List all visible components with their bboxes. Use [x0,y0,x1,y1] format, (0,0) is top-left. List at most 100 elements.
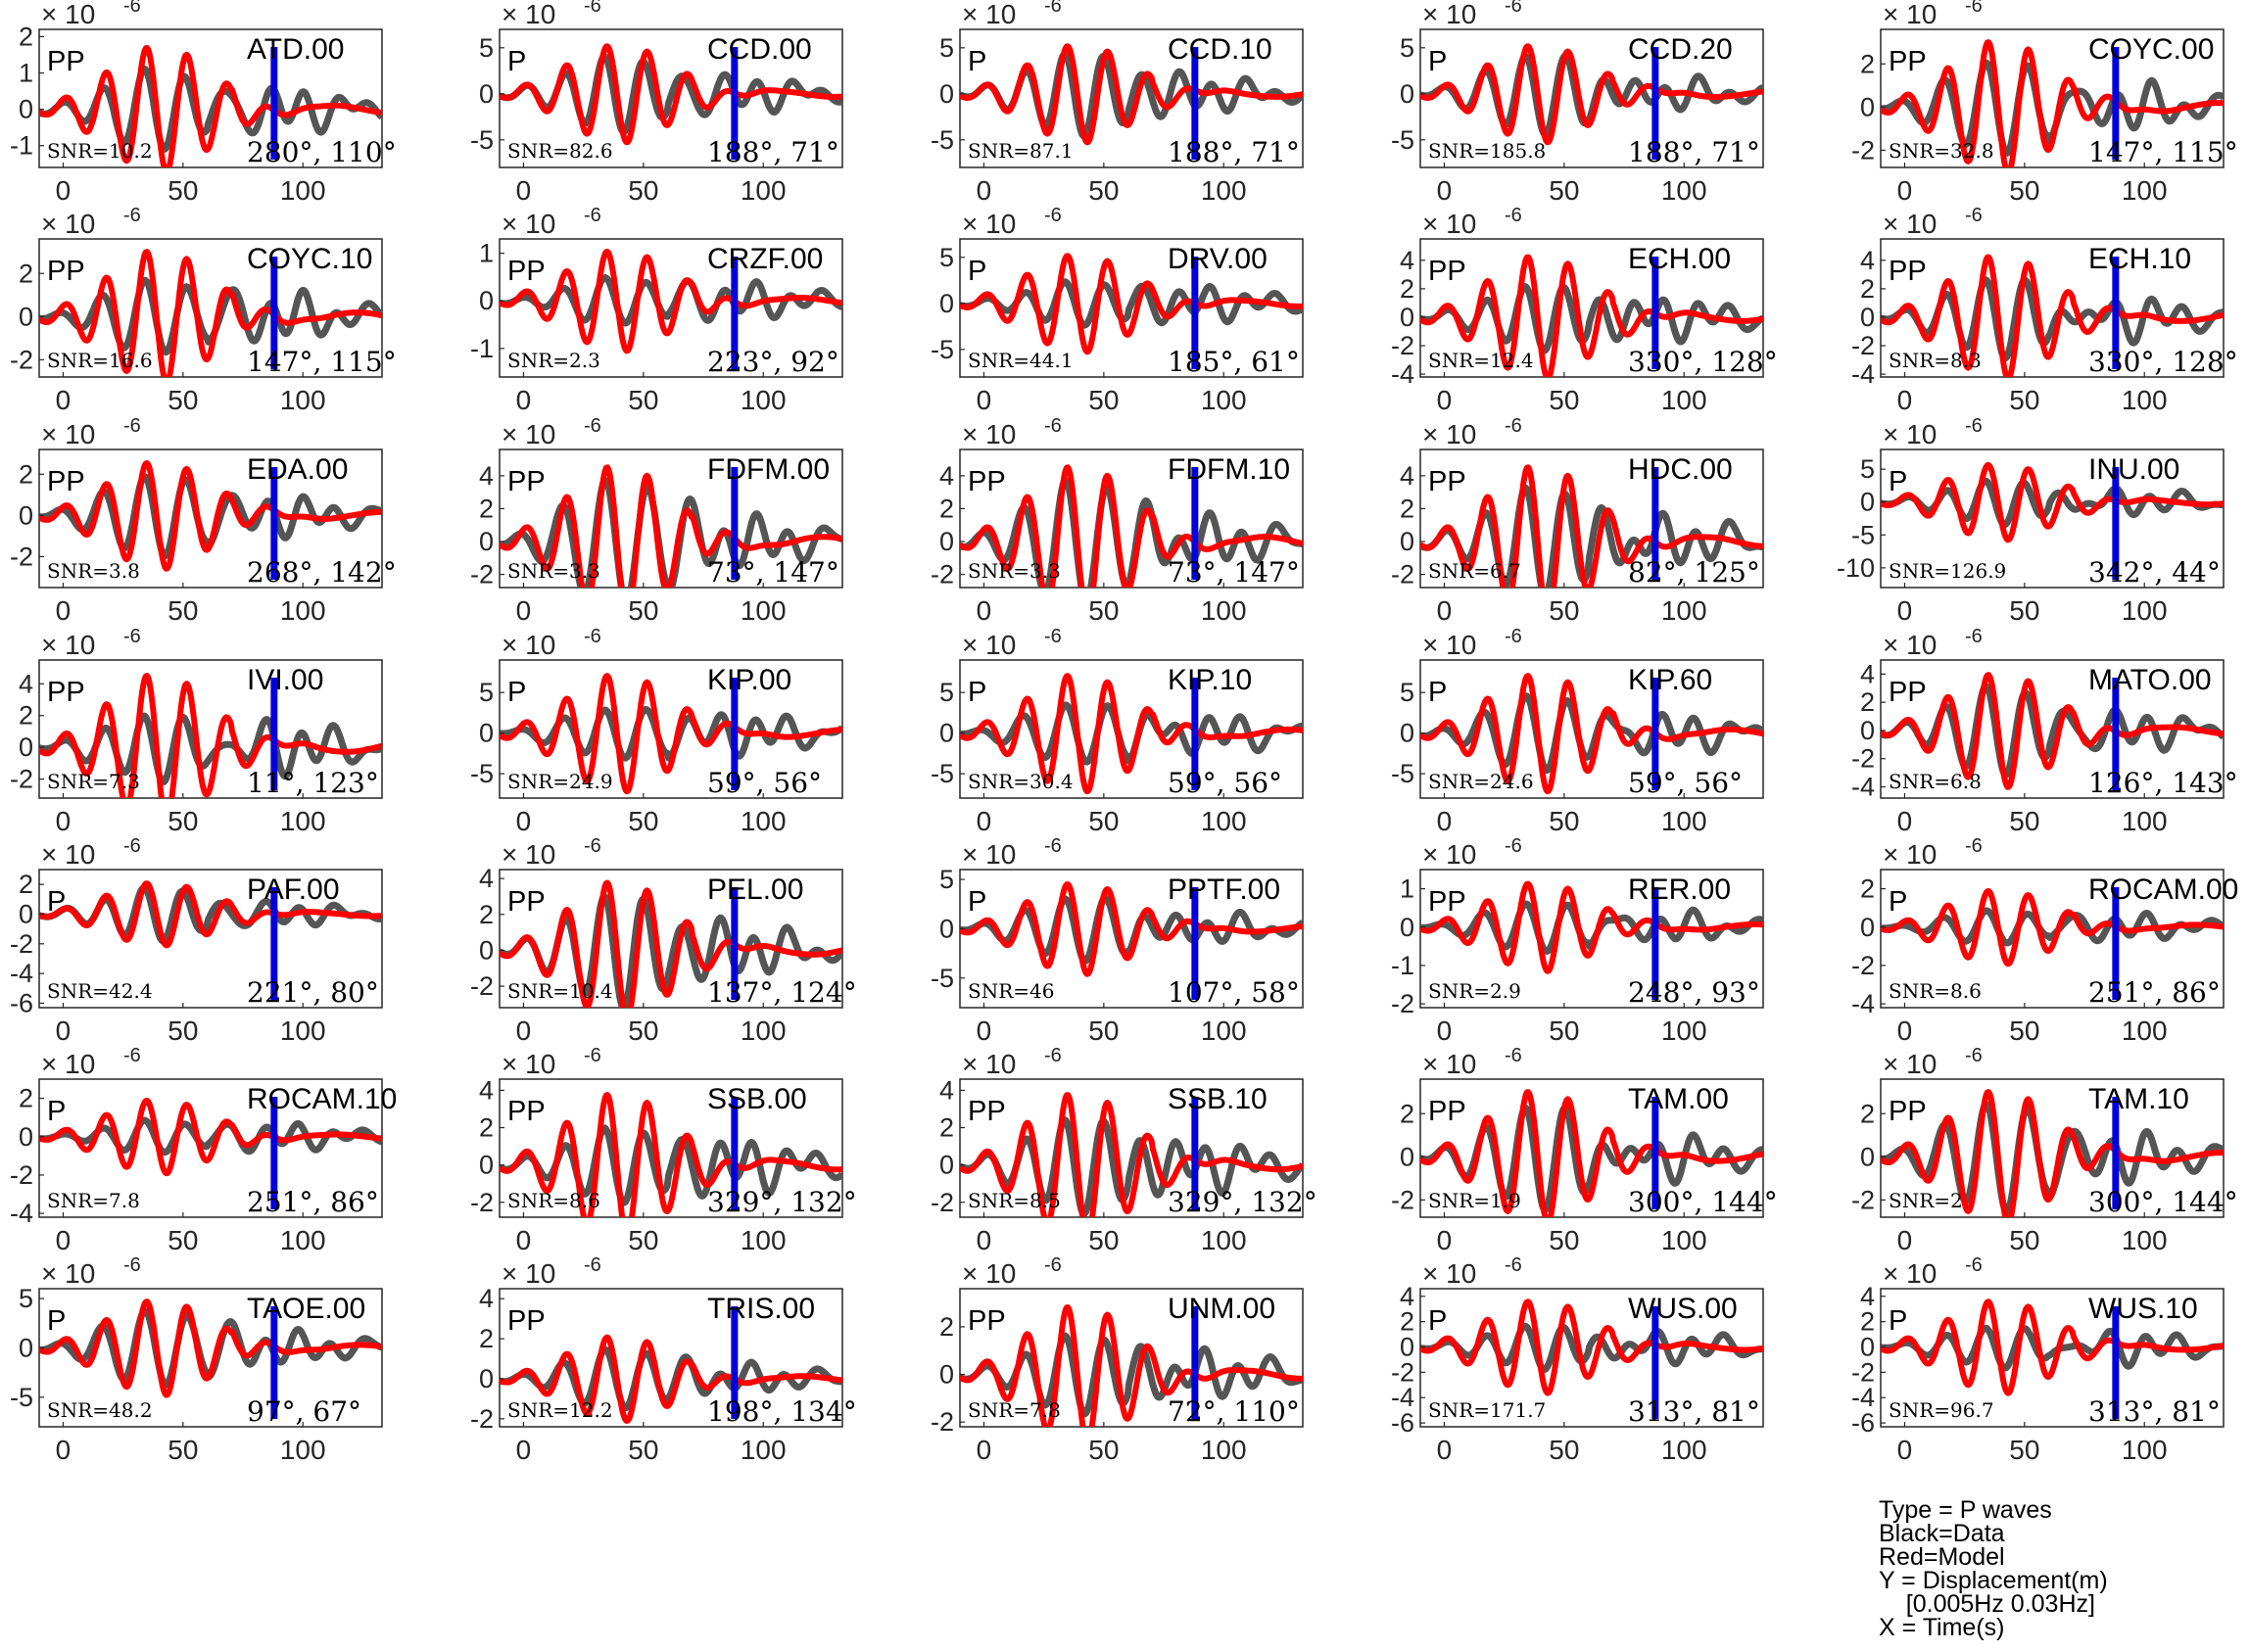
y-tick-label: 4 [1400,1282,1414,1311]
y-tick-label: -5 [1391,125,1414,155]
y-exponent-label: × 10 [1883,839,1937,870]
snr-label: SNR=12.4 [1428,349,1534,372]
y-exponent-label: × 10 [41,1258,95,1289]
y-tick-label: -5 [1851,520,1875,549]
y-tick-label: -5 [470,125,494,155]
y-tick-label: 0 [1400,527,1414,556]
y-tick-label: -2 [1391,1185,1414,1214]
waveforms [1420,43,1763,146]
y-tick-label: -2 [10,542,33,571]
snr-label: SNR=30.4 [968,770,1074,793]
x-tick-label: 100 [1201,1225,1247,1255]
snr-label: SNR=8.6 [507,1189,600,1212]
axes-box [959,869,1304,1009]
station-label: SSB.00 [707,1083,807,1115]
model-trace [500,1334,842,1424]
model-trace [960,673,1303,795]
waveforms [1881,1089,2224,1217]
snr-label: SNR=44.1 [968,349,1074,372]
angle-label: 185°, 61° [1168,346,1300,378]
station-label: DRV.00 [1168,243,1268,275]
y-tick-label: 2 [1400,494,1414,523]
waveforms [1420,673,1763,795]
x-tick-label: 50 [1088,806,1119,836]
x-tick-label: 0 [516,1435,532,1465]
waveforms [39,249,382,377]
x-tick-label: 50 [628,1225,658,1255]
y-tick-label: -10 [1837,553,1875,583]
y-tick-label: 0 [1860,1333,1875,1362]
x-tick-label: 50 [2009,806,2039,836]
station-label: TAM.10 [2088,1083,2189,1115]
angle-label: 280°, 110° [247,136,397,168]
model-trace [1881,461,2224,543]
y-tick-label: -2 [1391,1357,1414,1387]
model-trace [39,673,382,798]
y-exponent-power: -6 [1505,835,1522,857]
y-tick-label: -4 [1851,772,1875,801]
x-tick-label: 50 [2009,1225,2039,1255]
y-tick-label: 0 [1860,1142,1875,1171]
y-exponent-power: -6 [1965,1045,1983,1066]
y-tick-label: 4 [1860,1282,1875,1311]
waveforms [500,43,842,146]
phase-label: P [507,46,526,77]
y-tick-label: 2 [479,1324,494,1353]
axes-box [1880,28,2225,168]
y-tick-label: 2 [1860,49,1875,78]
station-label: ROCAM.10 [247,1083,397,1115]
y-tick-label: 2 [939,1312,954,1342]
y-tick-label: 2 [479,1113,494,1143]
y-exponent-power: -6 [1965,1254,1983,1276]
x-tick-label: 0 [56,1015,72,1046]
model-trace [1420,1089,1763,1217]
panel-tam-00: 0 50 100 -2 0 2 × 10 -6 PP TAM.00 SNR=1.9 300°, 144… [1391,1045,1778,1255]
waveforms [960,43,1303,146]
x-tick-label: 50 [628,1435,658,1465]
y-tick-label: 2 [19,22,33,51]
axes-box [1880,238,2225,378]
y-tick-label: 0 [1400,1333,1414,1362]
y-tick-label: 1 [19,59,33,88]
y-tick-label: 2 [1860,1099,1875,1128]
waveforms [1420,1298,1763,1396]
snr-label: SNR=6.7 [1428,559,1521,583]
panel-pel-00: 0 50 100 -2 0 2 4 × 10 -6 PP PEL.00 SNR=10.4 137°, 1… [470,835,857,1046]
axes-box [38,28,383,168]
x-tick-label: 100 [1201,1015,1247,1046]
y-tick-label: 4 [479,1075,494,1105]
y-tick-label: 0 [1400,1142,1414,1171]
panel-coyc-00: 0 50 100 -2 0 2 × 10 -6 PP COYC.00 SNR=32.8 147°, 1… [1851,0,2238,206]
snr-label: SNR=7.3 [47,770,140,793]
x-tick-label: 0 [1437,175,1453,206]
station-label: HDC.00 [1628,453,1733,486]
angle-label: 329°, 132° [1168,1186,1317,1218]
snr-label: SNR=185.8 [1428,139,1546,163]
y-exponent-label: × 10 [962,630,1016,660]
y-exponent-power: -6 [584,205,601,226]
y-tick-label: -2 [10,345,33,374]
phase-label: PP [47,256,85,287]
y-tick-label: 2 [1400,274,1414,304]
angle-label: 330°, 128° [1628,346,1778,378]
station-label: COYC.00 [2088,33,2214,66]
x-tick-label: 100 [280,595,326,626]
y-tick-label: 5 [939,33,954,63]
y-exponent-label: × 10 [1883,209,1937,239]
y-tick-label: 4 [1400,246,1414,275]
y-tick-label: 0 [479,935,494,965]
phase-label: P [1428,1305,1447,1337]
x-tick-label: 0 [1437,1225,1453,1255]
y-tick-label: -6 [1851,1408,1875,1438]
station-label: UNM.00 [1168,1293,1275,1325]
y-tick-label: 0 [939,719,954,748]
station-label: INU.00 [2088,453,2179,486]
y-tick-label: -4 [1851,359,1875,389]
x-tick-label: 100 [1661,175,1707,206]
angle-label: 73°, 147° [707,556,839,589]
y-tick-label: 2 [479,900,494,929]
y-tick-label: 0 [479,79,494,109]
